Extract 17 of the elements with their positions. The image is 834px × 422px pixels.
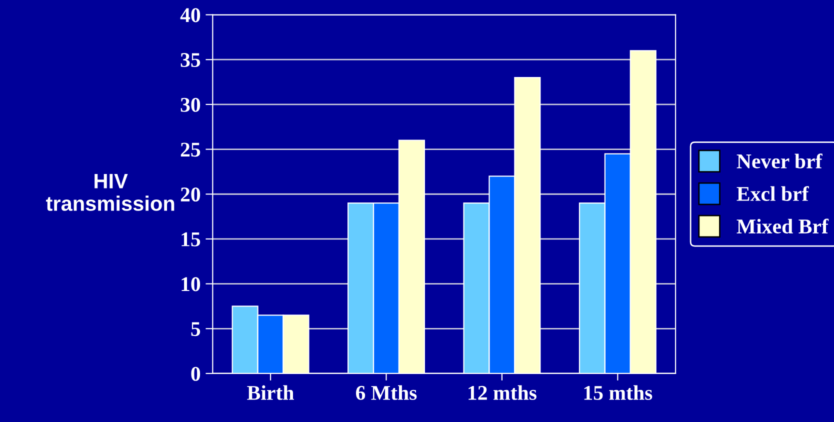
y-tick-label: 10 [182,277,200,292]
y-axis-title: HIV transmission [46,174,174,211]
y-tick-label: 20 [180,187,200,202]
legend-label: Excl brf [736,186,809,201]
y-tick-label: 5 [191,322,200,336]
y-tick-label: 0 [191,366,200,381]
y-tick-label: 25 [180,142,200,157]
y-tick-label: 35 [180,53,200,68]
x-tick-label: 15 mths [584,385,652,400]
legend-label: Never brf [736,154,822,168]
legend-label: Mixed Brf [736,218,829,234]
y-tick-label: 30 [180,98,200,112]
x-tick-label: 6 Mths [356,385,417,400]
x-tick-label: 12 mths [468,385,536,400]
x-tick-label: Birth [247,385,294,400]
y-tick-label: 40 [180,8,200,22]
y-tick-label: 15 [182,232,200,246]
